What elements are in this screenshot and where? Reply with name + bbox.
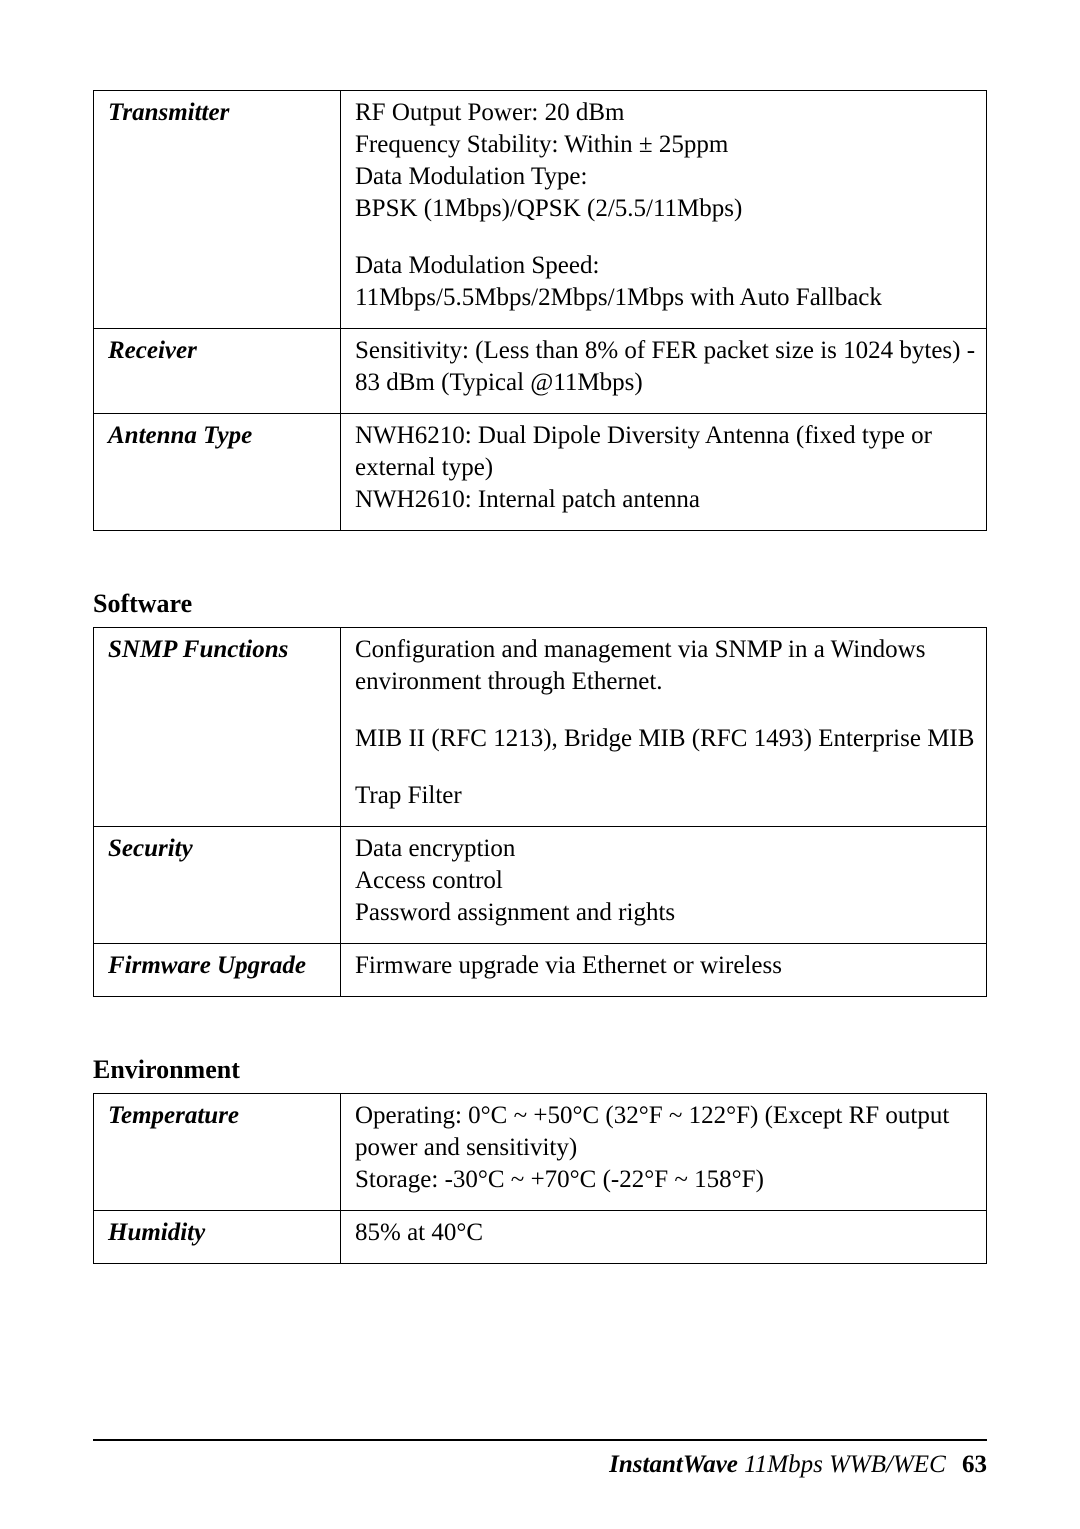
row-value: RF Output Power: 20 dBm Frequency Stabil… bbox=[341, 91, 987, 329]
row-label: Security bbox=[94, 827, 341, 944]
table-row: Security Data encryption Access control … bbox=[94, 827, 987, 944]
page: Transmitter RF Output Power: 20 dBm Freq… bbox=[0, 0, 1080, 1529]
footer-rule bbox=[93, 1439, 987, 1441]
table-row: Transmitter RF Output Power: 20 dBm Freq… bbox=[94, 91, 987, 329]
section-title-software: Software bbox=[93, 589, 987, 619]
row-label: Humidity bbox=[94, 1211, 341, 1264]
footer-page-number: 63 bbox=[962, 1451, 987, 1478]
row-label: Firmware Upgrade bbox=[94, 944, 341, 997]
row-value: Operating: 0°C ~ +50°C (32°F ~ 122°F) (E… bbox=[341, 1094, 987, 1211]
row-label: Antenna Type bbox=[94, 414, 341, 531]
footer-brand: InstantWave bbox=[609, 1451, 738, 1478]
page-footer: InstantWave 11Mbps WWB/WEC 63 bbox=[609, 1451, 987, 1479]
table-row: Temperature Operating: 0°C ~ +50°C (32°F… bbox=[94, 1094, 987, 1211]
spec-table-environment: Temperature Operating: 0°C ~ +50°C (32°F… bbox=[93, 1093, 987, 1264]
spec-table-software: SNMP Functions Configuration and managem… bbox=[93, 627, 987, 997]
row-value: Data encryption Access control Password … bbox=[341, 827, 987, 944]
row-value: NWH6210: Dual Dipole Diversity Antenna (… bbox=[341, 414, 987, 531]
table-row: Antenna Type NWH6210: Dual Dipole Divers… bbox=[94, 414, 987, 531]
row-value: 85% at 40°C bbox=[341, 1211, 987, 1264]
row-label: Temperature bbox=[94, 1094, 341, 1211]
row-value: Sensitivity: (Less than 8% of FER packet… bbox=[341, 329, 987, 414]
spec-table-radio: Transmitter RF Output Power: 20 dBm Freq… bbox=[93, 90, 987, 531]
table-row: Firmware Upgrade Firmware upgrade via Et… bbox=[94, 944, 987, 997]
table-row: SNMP Functions Configuration and managem… bbox=[94, 628, 987, 827]
row-label: SNMP Functions bbox=[94, 628, 341, 827]
footer-model: 11Mbps WWB/WEC bbox=[738, 1451, 946, 1478]
row-label: Transmitter bbox=[94, 91, 341, 329]
row-value: Firmware upgrade via Ethernet or wireles… bbox=[341, 944, 987, 997]
table-row: Humidity 85% at 40°C bbox=[94, 1211, 987, 1264]
row-value: Configuration and management via SNMP in… bbox=[341, 628, 987, 827]
row-label: Receiver bbox=[94, 329, 341, 414]
table-row: Receiver Sensitivity: (Less than 8% of F… bbox=[94, 329, 987, 414]
section-title-environment: Environment bbox=[93, 1055, 987, 1085]
